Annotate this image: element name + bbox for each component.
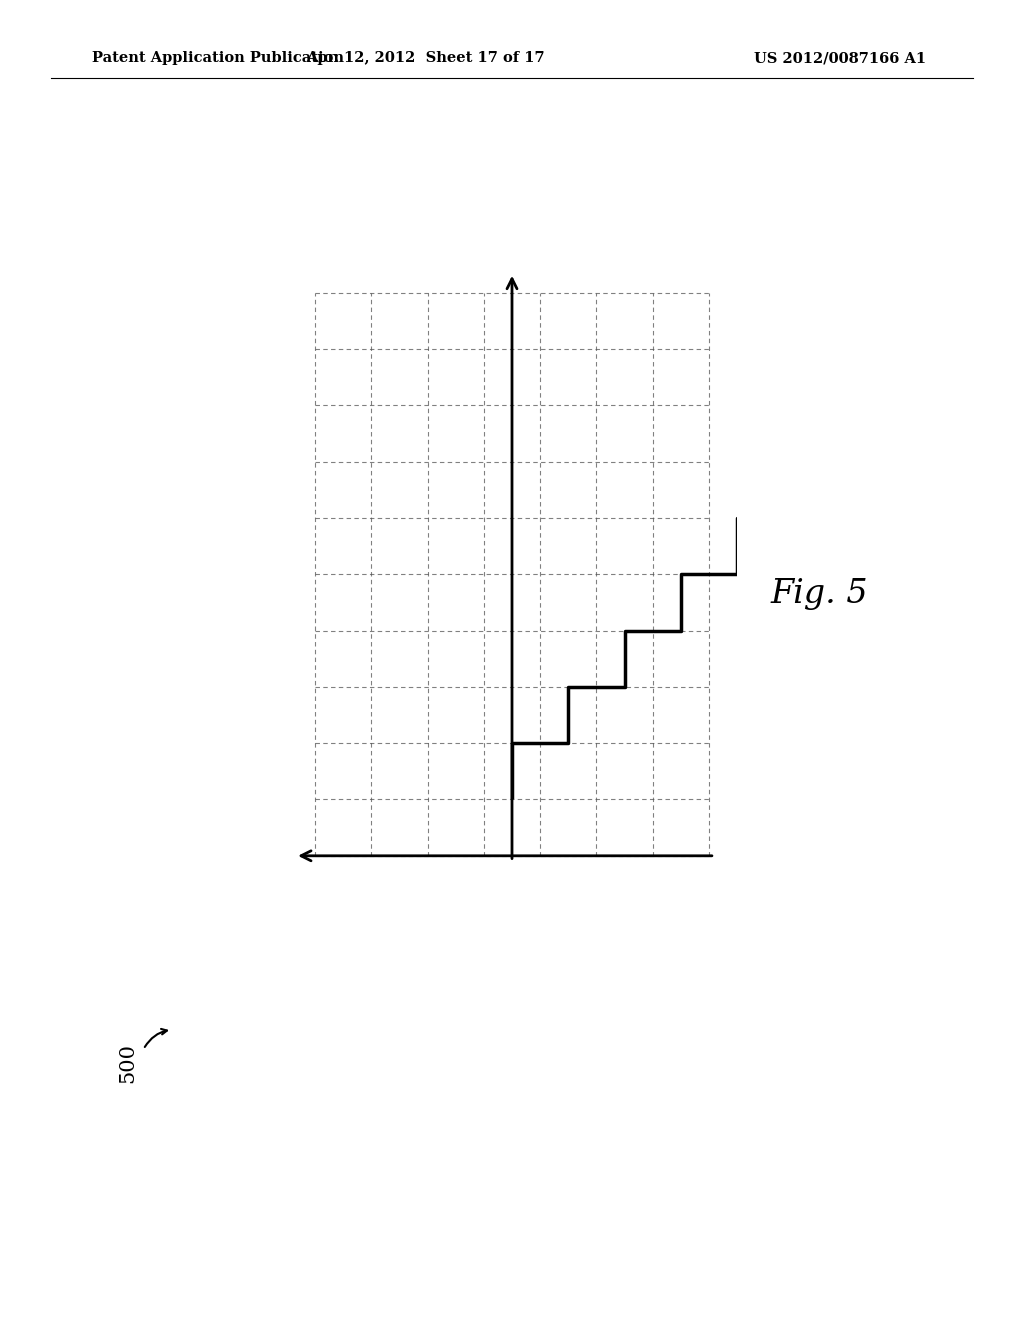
Text: 500: 500 [119,1043,137,1082]
Text: Fig. 5: Fig. 5 [770,578,868,610]
Text: US 2012/0087166 A1: US 2012/0087166 A1 [754,51,926,65]
Text: Apr. 12, 2012  Sheet 17 of 17: Apr. 12, 2012 Sheet 17 of 17 [305,51,545,65]
Text: Patent Application Publication: Patent Application Publication [92,51,344,65]
